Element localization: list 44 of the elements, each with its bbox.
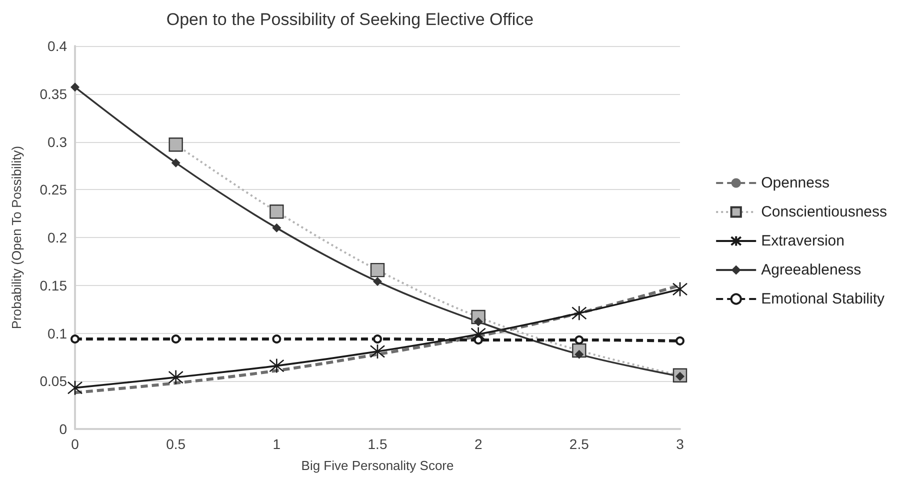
point: [168, 370, 184, 385]
point: [70, 82, 80, 92]
point: [67, 380, 83, 396]
x-axis-title: Big Five Personality Score: [301, 458, 454, 473]
point: [168, 138, 183, 152]
legend-label: Extraversion: [761, 232, 844, 250]
x-tick-label: 2: [474, 436, 482, 452]
y-tick-label: 0.3: [48, 134, 68, 150]
point: [574, 335, 584, 344]
point: [171, 158, 180, 168]
y-tick-label: 0: [59, 421, 68, 437]
chart-title: Open to the Possibility of Seeking Elective Office: [166, 10, 534, 29]
legend-label: Conscientiousness: [761, 204, 888, 220]
y-tick-label: 0.05: [40, 373, 68, 390]
y-tick-label: 0.15: [40, 277, 68, 294]
point: [171, 334, 180, 344]
legend-label: Agreeableness: [761, 262, 862, 278]
y-tick-label: 0.2: [48, 230, 68, 246]
point: [269, 358, 284, 374]
point: [370, 262, 385, 278]
legend-label: Emotional Stability: [761, 290, 885, 308]
point: [373, 277, 382, 286]
legend-label: Openness: [761, 174, 830, 192]
x-tick-label: 0.5: [166, 436, 186, 452]
y-axis-title: Probability (Open To Possibility): [9, 146, 24, 330]
point: [676, 336, 684, 346]
point: [70, 334, 80, 344]
x-tick-label: 0: [71, 436, 80, 452]
point: [272, 334, 282, 344]
point: [672, 282, 688, 297]
y-tick-label: 0.25: [40, 182, 68, 198]
point: [572, 305, 587, 321]
x-tick-label: 1.5: [368, 436, 388, 452]
x-tick-label: 1: [272, 436, 281, 452]
point: [272, 223, 282, 232]
x-tick-label: 2.5: [569, 436, 590, 452]
y-tick-label: 0.1: [48, 325, 68, 342]
y-tick-label: 0.35: [40, 86, 68, 102]
point: [270, 204, 284, 219]
point: [373, 334, 382, 344]
point: [474, 335, 483, 344]
point: [370, 344, 386, 360]
y-tick-label: 0.4: [48, 38, 68, 54]
x-tick-label: 3: [676, 436, 684, 452]
